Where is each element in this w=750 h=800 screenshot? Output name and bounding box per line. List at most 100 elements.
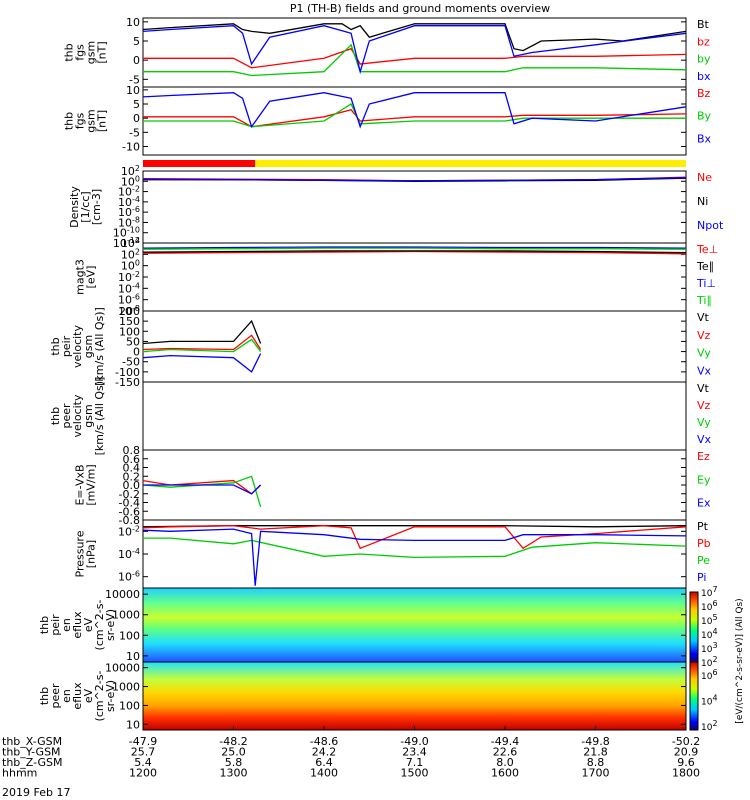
colorbar-tick-label: 107	[701, 585, 718, 599]
x-row-value: -49.4	[491, 735, 519, 748]
colorbar-tick-label: 104	[701, 693, 718, 707]
series-peir_vel-Vx	[142, 353, 262, 373]
series-fgs_full-bz	[143, 47, 687, 69]
legend-Bz: Bz	[697, 87, 711, 100]
y-tick-label: 150	[119, 315, 140, 328]
legend-Bx: Bx	[697, 132, 712, 145]
series-pressure-Pb	[142, 525, 687, 550]
panel-peer_spec: 10000 1000 100 10 thbpeerenefluxeV(cm^2-s-sr…	[38, 661, 687, 731]
x-row-value: 1200	[129, 767, 157, 780]
y-axis-label: Pressure[nPa]	[74, 530, 98, 577]
legend-Ti⊥: Ti⊥	[696, 277, 716, 290]
colorbar-tick-label: 104	[701, 627, 718, 641]
x-row-value: 1600	[491, 767, 519, 780]
y-tick-label: 10	[126, 16, 140, 29]
x-row-value: 8.0	[496, 756, 514, 769]
legend-Pi: Pi	[697, 571, 706, 584]
y-tick-label: 10-12	[113, 236, 140, 250]
y-tick-label: 1000	[112, 609, 140, 622]
x-row-value: 1500	[401, 767, 429, 780]
y-tick-label: 10-4	[118, 281, 140, 295]
x-row-label: hhmm	[2, 767, 37, 780]
x-row-value: -49.0	[400, 735, 428, 748]
y-axis-label: magt3[eV]	[74, 259, 98, 295]
y-tick-label: 10-2	[118, 185, 140, 199]
y-axis-label: Density[1/cc][cm-3]	[68, 186, 103, 228]
panels-group: 1050-5thbfgsgsm[nT]Btbzbybx1050-5-10thbf…	[38, 16, 745, 733]
y-tick-label: 10-4	[118, 547, 140, 561]
legend-Pt: Pt	[697, 520, 709, 533]
series-peir_vel-Vy	[142, 338, 262, 353]
series-efield-Ey	[142, 475, 262, 508]
legend-bz: bz	[697, 35, 710, 48]
y-tick-label: 100	[119, 325, 140, 338]
colorbar-label: [eV/(cm^2-s-sr-eV)] (All Qs)	[735, 598, 745, 723]
panel-frame	[142, 310, 687, 383]
panel-pressure: 10-2 10-4 10-6 Pressure[nPa] Pt Pb Pe Pi	[74, 519, 711, 589]
y-tick-label: 100	[119, 629, 140, 642]
legend-Ti∥: Ti∥	[696, 294, 712, 307]
panel-fgs_full: 10 5 0 -5 thbfgsgsm[nT] Bt bz by bx	[63, 16, 711, 88]
y-tick-label: 100	[121, 259, 140, 273]
legend-Vy: Vy	[697, 416, 711, 429]
x-row-value: 20.9	[674, 746, 699, 759]
series-fgs_comp-Bx	[142, 92, 687, 129]
legend-Bt: Bt	[697, 18, 710, 31]
x-row-value: -47.9	[129, 735, 157, 748]
y-tick-label: 104	[121, 236, 140, 250]
legend-Ni: Ni	[697, 195, 708, 208]
y-tick-label: 10-6	[118, 570, 140, 584]
x-row-label: thb_Y-GSM	[2, 746, 61, 759]
series-temp-Ti⊥	[142, 246, 687, 249]
legend-Vt: Vt	[697, 382, 710, 395]
y-tick-label: 10-2	[118, 524, 140, 538]
y-tick-label: 102	[121, 164, 140, 178]
legend-Npot: Npot	[697, 219, 724, 232]
y-axis-label: E=-VxB[mV/m]	[74, 464, 98, 505]
panel-efield: 0.80.60.40.20.0-0.2-0.4-0.6-0.8 E=-VxB[mV…	[74, 444, 711, 527]
colorbar-tick-label: 106	[701, 668, 718, 682]
legend-By: By	[697, 110, 712, 123]
legend-Te∥: Te∥	[696, 260, 714, 273]
y-tick-label: 10-8	[118, 215, 140, 229]
y-tick-label: 0	[133, 112, 140, 125]
legend-by: by	[697, 53, 711, 66]
x-row-value: -49.8	[581, 735, 609, 748]
y-tick-label: 200	[119, 305, 140, 318]
colorbar-peir	[689, 591, 699, 663]
series-temp-Te∥	[142, 250, 687, 254]
y-tick-label: -0.8	[119, 514, 140, 527]
series-fgs_full-Bt	[142, 23, 687, 52]
legend-Ez: Ez	[697, 450, 710, 463]
y-tick-label: 10-4	[118, 195, 140, 209]
y-tick-label: 10000	[105, 662, 140, 675]
y-tick-label: 102	[121, 247, 140, 261]
series-fgs_full-by	[143, 43, 687, 77]
legend-Vz: Vz	[697, 329, 711, 342]
legend-Vy: Vy	[697, 347, 711, 360]
colorbar-tick-label: 105	[701, 613, 718, 627]
legend-Ne: Ne	[697, 171, 712, 184]
y-axis-label: thbfgsgsm[nT]	[63, 41, 109, 64]
y-axis-label: thbpeirenefluxeV(cm^2-s-sr-eV)	[38, 600, 117, 651]
panel-frame	[142, 17, 687, 88]
x-row-value: 22.6	[493, 746, 518, 759]
legend-Te⊥: Te⊥	[696, 243, 718, 256]
x-row-label: thb_X-GSM	[2, 735, 62, 748]
legend-Vt: Vt	[697, 311, 710, 324]
y-tick-label: -0.6	[119, 505, 140, 518]
panel-peir_spec: 10000 1000 100 10 thbpeirenefluxeV(cm^2-s-sr…	[38, 587, 687, 663]
y-tick-label: 0	[133, 346, 140, 359]
series-pressure-Pi	[142, 528, 687, 586]
figure-title: P1 (TH-B) fields and ground moments over…	[290, 2, 550, 15]
status-bar-yellow	[255, 160, 686, 167]
x-row-value: 23.4	[402, 746, 427, 759]
x-row-value: 8.8	[587, 756, 605, 769]
x-row-value: 6.4	[315, 756, 333, 769]
x-row-value: -50.2	[672, 735, 700, 748]
y-tick-label: 100	[121, 174, 140, 188]
x-row-value: 21.8	[583, 746, 608, 759]
